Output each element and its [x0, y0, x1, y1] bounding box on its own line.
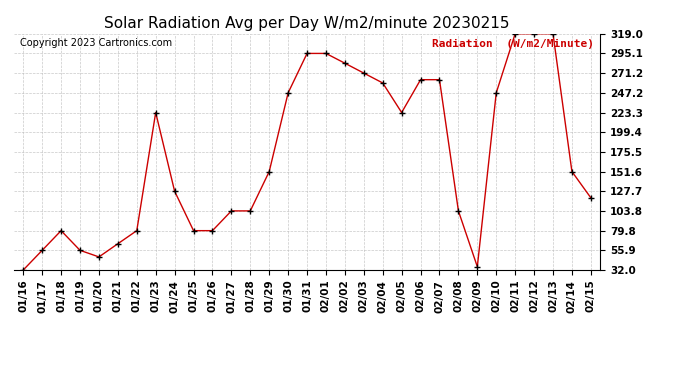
- Text: Radiation  (W/m2/Minute): Radiation (W/m2/Minute): [433, 39, 594, 48]
- Title: Solar Radiation Avg per Day W/m2/minute 20230215: Solar Radiation Avg per Day W/m2/minute …: [104, 16, 510, 31]
- Text: Copyright 2023 Cartronics.com: Copyright 2023 Cartronics.com: [19, 39, 172, 48]
